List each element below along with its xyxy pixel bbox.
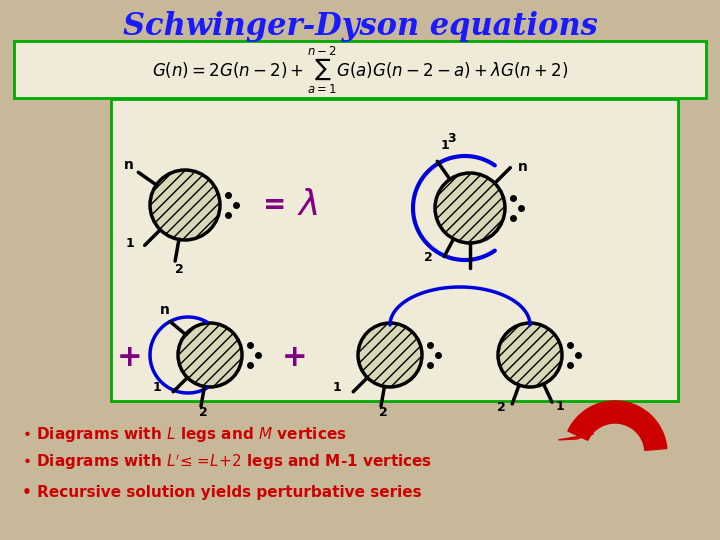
Circle shape <box>435 173 505 243</box>
Text: +: + <box>282 343 308 373</box>
Text: $G(n) = 2G(n-2) + \sum_{a=1}^{n-2} G(a)G(n-2-a) + \lambda G(n+2)$: $G(n) = 2G(n-2) + \sum_{a=1}^{n-2} G(a)G… <box>152 44 568 96</box>
Text: 1: 1 <box>333 381 342 394</box>
Text: n: n <box>160 303 170 317</box>
Text: 2: 2 <box>379 406 388 419</box>
Text: n: n <box>518 160 528 174</box>
Polygon shape <box>568 401 667 450</box>
Text: 3: 3 <box>448 132 456 145</box>
Text: 2: 2 <box>498 401 506 415</box>
Text: 1: 1 <box>153 381 162 394</box>
Text: 2: 2 <box>424 251 433 264</box>
Text: • Diagrams with $\mathit{L'}\!\leq\!=\!L\!+\!2$ legs and M-1 vertices: • Diagrams with $\mathit{L'}\!\leq\!=\!L… <box>22 452 432 472</box>
Text: 2: 2 <box>199 406 208 419</box>
Text: n: n <box>124 158 133 172</box>
Text: 1: 1 <box>441 139 449 152</box>
Circle shape <box>498 323 562 387</box>
Text: +: + <box>117 343 143 373</box>
Text: 1: 1 <box>126 237 135 250</box>
Polygon shape <box>559 434 594 440</box>
Circle shape <box>358 323 422 387</box>
Text: 1: 1 <box>556 401 564 414</box>
Text: Schwinger-Dyson equations: Schwinger-Dyson equations <box>122 10 598 42</box>
FancyBboxPatch shape <box>14 41 706 98</box>
Text: =: = <box>264 191 287 219</box>
FancyBboxPatch shape <box>111 99 678 401</box>
Text: • Diagrams with $\mathit{L}$ legs and $\mathit{M}$ vertices: • Diagrams with $\mathit{L}$ legs and $\… <box>22 426 347 444</box>
Text: • Recursive solution yields perturbative series: • Recursive solution yields perturbative… <box>22 484 422 500</box>
Circle shape <box>178 323 242 387</box>
Circle shape <box>150 170 220 240</box>
Text: 2: 2 <box>175 264 184 276</box>
Text: $\lambda$: $\lambda$ <box>297 188 319 222</box>
